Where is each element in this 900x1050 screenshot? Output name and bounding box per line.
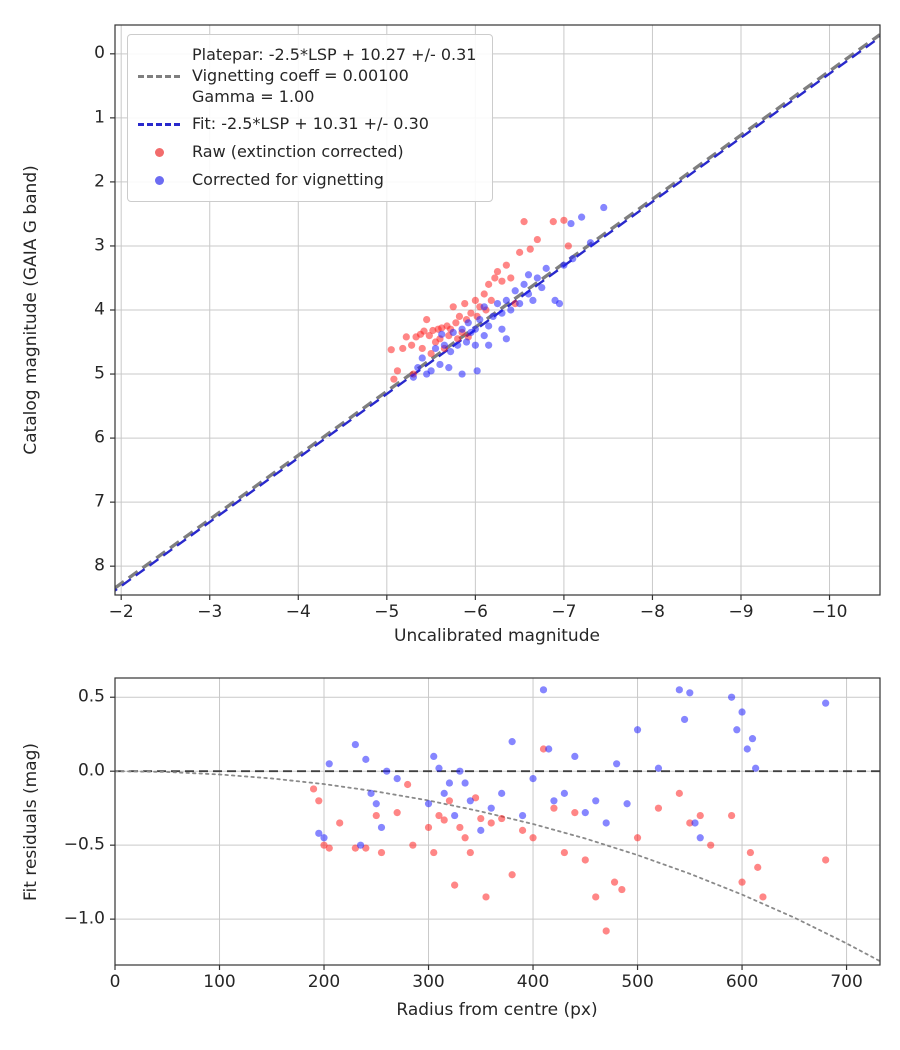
legend-marker-dot-icon — [138, 175, 180, 185]
legend-label: Vignetting coeff = 0.00100 — [192, 65, 409, 85]
bottom-xaxis-label: Radius from centre (px) — [396, 1000, 598, 1020]
legend-label: Fit: -2.5*LSP + 10.31 +/- 0.30 — [192, 114, 429, 134]
legend-label: Raw (extinction corrected) — [192, 142, 404, 162]
legend-label: Platepar: -2.5*LSP + 10.27 +/- 0.31 — [192, 45, 477, 64]
bottom-yaxis-label: Fit residuals (mag) — [21, 743, 41, 901]
legend-label: Gamma = 1.00 — [192, 86, 315, 106]
legend-entry: Raw (extinction corrected) — [138, 142, 476, 163]
legend-label: Corrected for vignetting — [192, 169, 384, 189]
top-yaxis-label: Catalog magnitude (GAIA G band) — [21, 165, 41, 455]
legend-dashed-line-icon — [138, 74, 180, 78]
legend: Platepar: -2.5*LSP + 10.27 +/- 0.31 Vigne… — [127, 34, 494, 202]
legend-marker-dot-icon — [138, 148, 180, 158]
legend-dashed-line-icon — [138, 123, 180, 127]
legend-entry: Corrected for vignetting — [138, 170, 476, 191]
legend-entry: Platepar: -2.5*LSP + 10.27 +/- 0.31 Vigne… — [138, 45, 476, 107]
top-xaxis-label: Uncalibrated magnitude — [394, 626, 600, 646]
legend-entry: Fit: -2.5*LSP + 10.31 +/- 0.30 — [138, 114, 476, 135]
